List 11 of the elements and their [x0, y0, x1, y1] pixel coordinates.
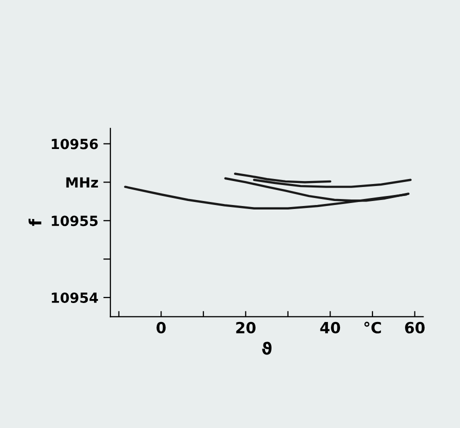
y-axis-title: f: [28, 218, 42, 226]
y-tick-label: 10956: [52, 138, 98, 150]
x-axis-title: ϑ: [262, 342, 272, 355]
x-tick-label: °C: [364, 322, 381, 334]
x-tick-label: 40: [320, 322, 340, 334]
y-tick-label: MHz: [66, 177, 98, 188]
x-tick-label: 60: [405, 322, 425, 334]
y-tick-label: 10955: [52, 216, 98, 226]
x-tick-label: 0: [156, 322, 166, 334]
y-tick-label: 10954: [52, 292, 98, 303]
x-tick-label: 20: [236, 322, 256, 334]
